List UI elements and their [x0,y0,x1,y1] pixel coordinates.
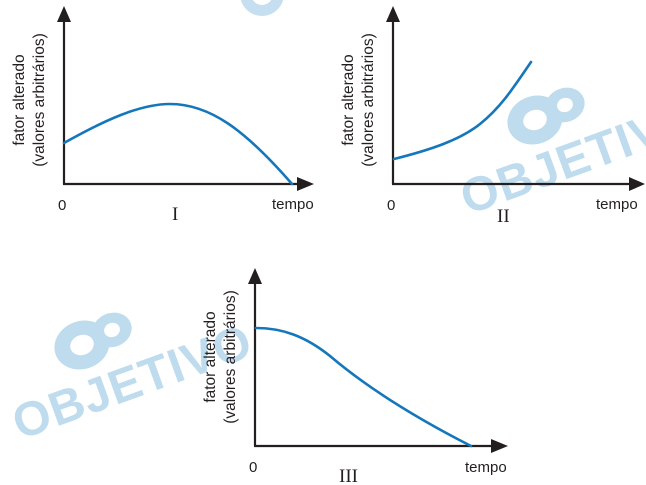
x-origin-label: 0 [249,459,257,476]
panel-label: II [497,206,510,227]
x-axis-arrow [629,177,645,191]
objetivo-logo-icon [507,87,585,145]
y-axis-label-line2: (valores arbitrários) [31,33,48,167]
series-line [62,102,294,186]
chart-panel-2: fator alterado (valores arbitrários) 0 t… [340,6,645,227]
y-axis-label-line1: fator alterado [11,54,28,145]
y-axis-label-line2: (valores arbitrários) [222,290,239,424]
y-axis-label-line1: fator alterado [340,54,357,145]
x-axis-arrow [297,177,314,191]
x-origin-label: 0 [58,197,66,214]
watermark-top [240,0,284,16]
objetivo-logo-icon [240,0,284,16]
series-line [392,60,533,161]
x-axis-label-clip: tempo [596,196,638,213]
x-axis-arrow [491,439,508,453]
y-axis-label-line2: (valores arbitrários) [360,33,377,167]
chart-panel-3: fator alterado (valores arbitrários) 0 t… [202,268,508,485]
x-axis-label: tempo [272,196,314,213]
y-axis-arrow [386,6,400,22]
chart-panel-1: fator alterado (valores arbitrários) 0 t… [11,6,314,225]
panel-label: I [172,204,178,225]
x-axis-label: tempo [465,459,507,476]
x-axis-label: tempo [596,196,638,213]
y-axis-arrow [248,268,262,284]
panel-label: III [339,466,358,485]
objetivo-logo-icon [54,312,132,370]
series-line [254,326,473,448]
y-axis-label-line1: fator alterado [202,311,219,402]
y-axis-arrow [57,6,71,22]
x-origin-label: 0 [387,197,395,214]
